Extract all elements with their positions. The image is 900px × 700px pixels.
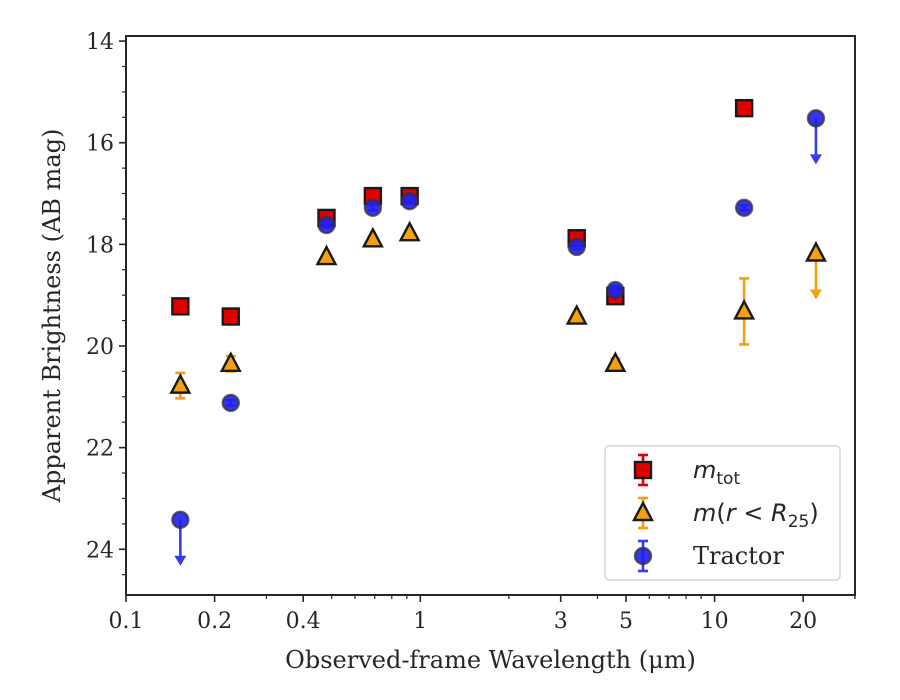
x-tick-label: 0.1: [109, 609, 144, 634]
data-point-tractor: [567, 237, 586, 257]
series-tractor: [171, 109, 826, 566]
legend-marker-mr25: [632, 500, 654, 522]
legend-label-mr25: m(r < R25): [693, 499, 819, 532]
data-point-tractor: [734, 198, 754, 217]
data-point-mtot: [171, 297, 190, 316]
legend-label-tractor: Tractor: [693, 542, 784, 570]
data-point-tractor: [806, 109, 826, 128]
data-point-tractor: [171, 510, 190, 529]
limit-arrow-head: [809, 289, 822, 300]
data-point-tractor: [606, 280, 625, 300]
y-tick-label: 24: [86, 538, 114, 563]
x-tick-label: 1: [413, 609, 427, 634]
x-tick-label: 20: [789, 609, 817, 634]
y-tick-label: 22: [86, 437, 114, 462]
data-point-tractor: [317, 215, 336, 235]
data-point-mr25: [315, 244, 338, 266]
y-tick-label: 18: [86, 233, 114, 258]
series-mtot: [171, 98, 754, 326]
legend-marker-mtot: [633, 460, 653, 480]
data-point-tractor: [400, 191, 419, 211]
legend-marker-tractor: [633, 546, 653, 566]
legend-label-part: ): [809, 499, 818, 527]
legend-label-subscript: tot: [716, 469, 740, 489]
legend-label-part: R: [771, 499, 788, 527]
data-point-tractor: [221, 393, 240, 413]
legend-label-subscript: 25: [788, 512, 810, 532]
x-tick-label: 5: [619, 609, 633, 634]
x-tick-label: 3: [554, 609, 568, 634]
y-axis-label: Apparent Brightness (AB mag): [38, 129, 66, 504]
axes-frame: [125, 35, 856, 596]
data-point-mr25: [565, 303, 588, 325]
data-point-mr25: [219, 351, 242, 372]
x-tick-label: 10: [701, 609, 729, 634]
data-point-mtot: [734, 98, 754, 118]
legend-box: [604, 445, 841, 581]
legend-label-part: r: [726, 499, 738, 527]
data-point-tractor: [363, 198, 383, 217]
legend-label-part: (r <: [716, 499, 771, 527]
data-point-mr25: [804, 240, 827, 262]
data-point-mr25: [604, 351, 627, 372]
legend-label-part: m: [693, 499, 716, 527]
data-point-mr25: [733, 298, 756, 320]
series-mr25: [169, 220, 827, 400]
limit-arrow-head: [174, 555, 187, 566]
x-tick-label: 0.4: [286, 609, 321, 634]
x-axis-label: Observed-frame Wavelength (μm): [285, 646, 696, 674]
legend-label-part: <: [736, 499, 771, 527]
data-point-mr25: [169, 373, 192, 394]
legend-label-part: m: [693, 456, 716, 484]
limit-arrow-head: [809, 154, 822, 165]
data-point-mr25: [361, 226, 384, 248]
data-point-mtot: [221, 307, 240, 326]
plot-area: 0.1 0.2 0.4 1 3 5 10 20 14 16 18 20 22 24: [86, 30, 856, 634]
data-point-mr25: [398, 220, 421, 242]
y-tick-label: 16: [86, 132, 114, 157]
legend-label-part: Tractor: [693, 542, 784, 570]
y-tick-label: 20: [86, 335, 114, 360]
y-tick-label: 14: [86, 30, 114, 55]
legend-label-mtot: mtot: [693, 456, 740, 489]
x-tick-label: 0.2: [197, 609, 232, 634]
legend-label-part: (: [716, 499, 725, 527]
